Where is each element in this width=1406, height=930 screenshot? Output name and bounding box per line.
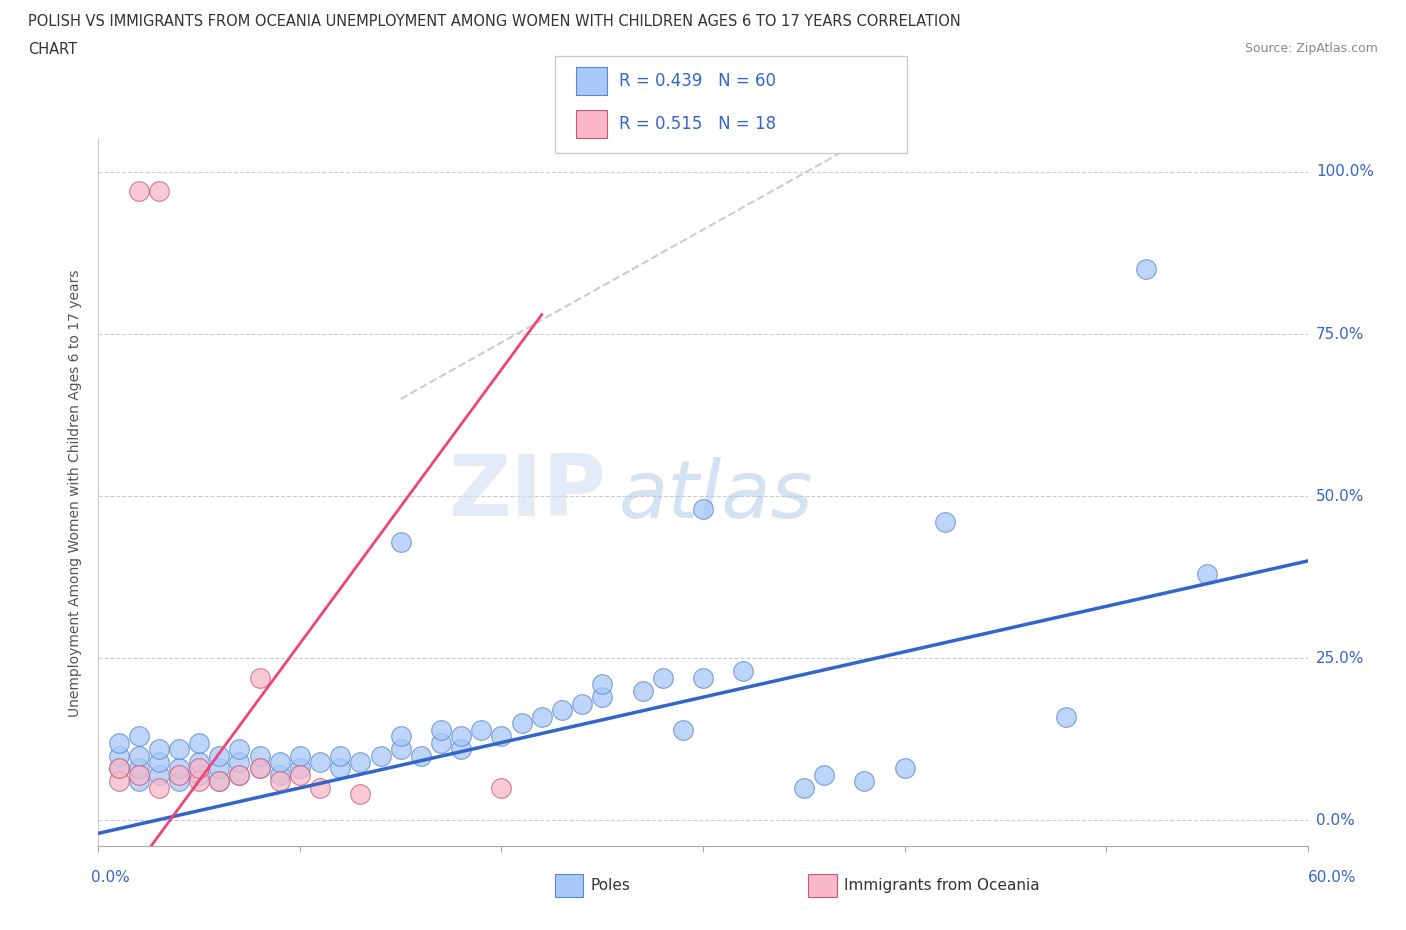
Point — [651, 671, 673, 685]
Point — [329, 761, 352, 776]
Point — [188, 767, 211, 782]
Text: Immigrants from Oceania: Immigrants from Oceania — [844, 878, 1039, 893]
Point — [208, 774, 231, 789]
Text: CHART: CHART — [28, 42, 77, 57]
Point — [389, 741, 412, 756]
Point — [631, 684, 654, 698]
Text: POLISH VS IMMIGRANTS FROM OCEANIA UNEMPLOYMENT AMONG WOMEN WITH CHILDREN AGES 6 : POLISH VS IMMIGRANTS FROM OCEANIA UNEMPL… — [28, 14, 960, 29]
Point — [692, 501, 714, 516]
Point — [167, 741, 190, 756]
Point — [188, 774, 211, 789]
Point — [128, 184, 150, 199]
Text: 0.0%: 0.0% — [1316, 813, 1354, 828]
Point — [228, 741, 250, 756]
Text: 50.0%: 50.0% — [1316, 488, 1364, 504]
Point — [208, 748, 231, 763]
Point — [591, 690, 613, 705]
Point — [491, 728, 513, 743]
Point — [409, 748, 432, 763]
Point — [148, 780, 170, 795]
Text: R = 0.439   N = 60: R = 0.439 N = 60 — [619, 72, 776, 90]
Point — [430, 735, 453, 750]
Point — [167, 774, 190, 789]
Point — [249, 671, 271, 685]
Point — [692, 671, 714, 685]
Point — [288, 748, 311, 763]
Text: 25.0%: 25.0% — [1316, 651, 1364, 666]
Text: 100.0%: 100.0% — [1316, 165, 1374, 179]
Point — [188, 735, 211, 750]
Point — [349, 754, 371, 769]
Point — [208, 761, 231, 776]
Point — [228, 754, 250, 769]
Point — [128, 728, 150, 743]
Point — [288, 767, 311, 782]
Text: Source: ZipAtlas.com: Source: ZipAtlas.com — [1244, 42, 1378, 55]
Point — [1195, 566, 1218, 581]
Point — [167, 761, 190, 776]
Point — [733, 664, 755, 679]
Point — [269, 754, 291, 769]
Point — [288, 761, 311, 776]
Point — [107, 761, 129, 776]
Point — [128, 761, 150, 776]
Point — [269, 774, 291, 789]
Point — [591, 677, 613, 692]
Point — [107, 774, 129, 789]
Point — [430, 722, 453, 737]
Point — [370, 748, 392, 763]
Point — [208, 774, 231, 789]
Point — [228, 767, 250, 782]
Point — [813, 767, 835, 782]
Point — [249, 748, 271, 763]
Point — [1054, 710, 1077, 724]
Point — [329, 748, 352, 763]
Point — [793, 780, 815, 795]
Point — [470, 722, 492, 737]
Point — [349, 787, 371, 802]
Point — [510, 716, 533, 731]
Point — [450, 728, 472, 743]
Point — [148, 754, 170, 769]
Text: atlas: atlas — [619, 458, 813, 536]
Point — [491, 780, 513, 795]
Point — [128, 774, 150, 789]
Point — [228, 767, 250, 782]
Point — [571, 697, 593, 711]
Point — [188, 754, 211, 769]
Point — [672, 722, 695, 737]
Point — [148, 184, 170, 199]
Point — [249, 761, 271, 776]
Point — [309, 780, 332, 795]
Point — [309, 754, 332, 769]
Y-axis label: Unemployment Among Women with Children Ages 6 to 17 years: Unemployment Among Women with Children A… — [69, 269, 83, 717]
Point — [551, 703, 574, 718]
Point — [530, 710, 553, 724]
Text: 0.0%: 0.0% — [91, 870, 131, 884]
Point — [128, 748, 150, 763]
Point — [269, 767, 291, 782]
Text: 60.0%: 60.0% — [1309, 870, 1357, 884]
Point — [853, 774, 876, 789]
Point — [450, 741, 472, 756]
Point — [389, 534, 412, 549]
Text: Poles: Poles — [591, 878, 630, 893]
Point — [934, 514, 956, 529]
Point — [167, 767, 190, 782]
Point — [128, 767, 150, 782]
Point — [148, 741, 170, 756]
Text: ZIP: ZIP — [449, 451, 606, 535]
Point — [389, 728, 412, 743]
Text: 75.0%: 75.0% — [1316, 326, 1364, 341]
Point — [107, 748, 129, 763]
Point — [1135, 261, 1157, 276]
Point — [893, 761, 915, 776]
Point — [107, 735, 129, 750]
Point — [107, 761, 129, 776]
Point — [249, 761, 271, 776]
Point — [188, 761, 211, 776]
Point — [148, 767, 170, 782]
Text: R = 0.515   N = 18: R = 0.515 N = 18 — [619, 114, 776, 133]
